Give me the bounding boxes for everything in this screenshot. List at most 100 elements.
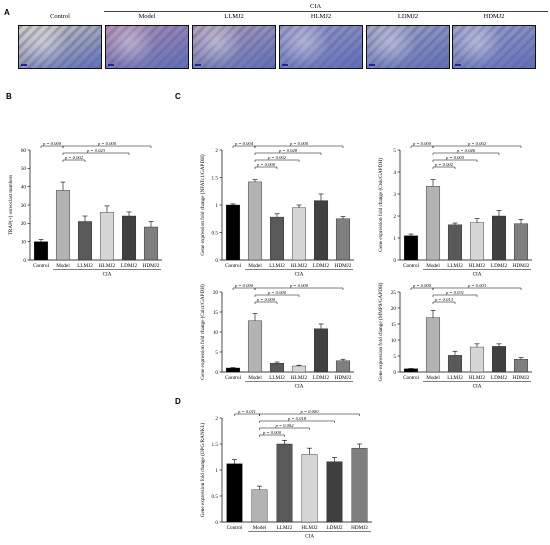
category-label-control: Control (403, 375, 419, 381)
p-value-label: p = 0.028 (278, 148, 298, 153)
x-axis-label: CIA (473, 272, 482, 278)
category-label-control: Control (403, 263, 419, 269)
y-tick-label: 0 (23, 258, 26, 264)
p-value-label: p = 0.000 (42, 141, 62, 146)
significance-bracket: p = 0.002 (432, 162, 456, 169)
bar-llmj2 (447, 224, 463, 261)
category-label-hlmj2: HLMJ2 (469, 375, 486, 381)
significance-bracket: p = 0.023 (62, 148, 130, 155)
category-label-hdmj2: HDMJ2 (335, 263, 352, 269)
panel-label-b: B (6, 92, 12, 101)
bar-model (55, 190, 71, 261)
category-label-control: Control (227, 525, 243, 531)
category-label-hdmj2: HDMJ2 (335, 375, 352, 381)
category-label-llmj2: LLMJ2 (77, 263, 93, 269)
scale-bar (21, 64, 27, 66)
chart-c-mmp9: 0 5 10 15 20 25 Gene expression fold change (M… (377, 282, 532, 390)
y-tick-label: 2 (215, 148, 218, 154)
micrograph-control (18, 25, 102, 69)
bar-model (247, 181, 263, 261)
bar-ldmj2 (121, 215, 137, 261)
scale-bar (455, 64, 461, 66)
p-value-label: p = 0.000 (256, 297, 276, 302)
y-tick-label: 60 (21, 148, 27, 154)
micrograph-label-ldmj2: LDMJ2 (397, 13, 419, 20)
bar-hdmj2 (335, 218, 351, 261)
micrograph-label-llmj2: LLMJ2 (224, 13, 244, 20)
category-label-control: Control (33, 263, 49, 269)
category-label-model: Model (56, 263, 70, 269)
y-tick-label: 10 (391, 338, 397, 344)
y-axis-label: Gene expression fold change (Ctsk/GAPDH) (377, 158, 384, 252)
y-tick-label: 15 (213, 310, 219, 316)
category-label-ldmj2: LDMJ2 (491, 263, 508, 269)
scale-bar (369, 64, 375, 66)
y-tick-label: 1 (215, 203, 218, 209)
y-tick-label: 10 (213, 330, 219, 336)
y-tick-label: 2 (215, 416, 218, 422)
y-tick-label: 4 (393, 170, 396, 176)
y-tick-label: 1 (215, 468, 218, 474)
significance-bracket: p = 0.028 (254, 148, 322, 155)
bar-control (225, 367, 241, 373)
significance-bracket: p = 0.000 (254, 141, 344, 148)
significance-bracket: p = 0.000 (232, 283, 256, 290)
p-value-label: p = 0.013 (434, 297, 454, 302)
y-axis-label: TRAP(+) osteoclast numbers (7, 175, 14, 236)
bar-hdmj2 (351, 447, 368, 523)
micrograph-hdmj2 (452, 25, 536, 69)
bar-ldmj2 (326, 461, 343, 523)
y-tick-label: 1.5 (212, 175, 219, 181)
significance-bracket: p = 0.003 (432, 283, 522, 290)
p-value-label: p = 0.000 (412, 283, 432, 288)
bar-hlmj2 (99, 212, 115, 261)
significance-bracket: p = 0.000 (40, 141, 64, 148)
x-axis-label: CIA (305, 534, 314, 540)
panel-label-a: A (4, 8, 10, 17)
significance-bracket: p = 0.000 (259, 409, 360, 416)
category-label-hdmj2: HDMJ2 (513, 375, 530, 381)
category-label-hdmj2: HDMJ2 (513, 263, 530, 269)
bar-hdmj2 (335, 360, 351, 373)
y-tick-label: 50 (21, 166, 27, 172)
category-label-hdmj2: HDMJ2 (143, 263, 160, 269)
scale-bar (108, 64, 114, 66)
bar-hlmj2 (301, 454, 318, 523)
panel-a-group-line (104, 11, 548, 12)
category-label-llmj2: LLMJ2 (277, 525, 293, 531)
p-value-label: p = 0.005 (445, 155, 465, 160)
p-value-label: p = 0.002 (467, 141, 487, 146)
significance-bracket: p = 0.004 (232, 141, 256, 148)
bar-llmj2 (269, 216, 285, 261)
bar-hdmj2 (513, 358, 529, 373)
category-label-hlmj2: HLMJ2 (291, 263, 308, 269)
y-tick-label: 5 (393, 148, 396, 154)
category-label-hdmj2: HDMJ2 (351, 525, 368, 531)
p-value-label: p = 0.000 (234, 283, 254, 288)
category-label-llmj2: LLMJ2 (269, 375, 285, 381)
category-label-llmj2: LLMJ2 (447, 375, 463, 381)
y-axis-label: Gene expression fold change (MMP9/GAPDH) (377, 282, 384, 381)
category-label-control: Control (225, 375, 241, 381)
category-label-model: Model (253, 525, 267, 531)
panel-label-c: C (175, 92, 181, 101)
bar-llmj2 (447, 355, 463, 373)
micrograph-ldmj2 (366, 25, 450, 69)
category-label-model: Model (426, 263, 440, 269)
bar-model (425, 186, 441, 261)
p-value-label: p = 0.011 (237, 409, 256, 414)
category-label-control: Control (225, 263, 241, 269)
p-value-label: p = 0.002 (267, 155, 287, 160)
bar-control (403, 368, 419, 373)
bar-hdmj2 (513, 223, 529, 261)
p-value-label: p = 0.000 (289, 141, 309, 146)
p-value-label: p = 0.003 (467, 283, 487, 288)
significance-bracket: p = 0.002 (259, 423, 310, 430)
y-tick-label: 0.5 (212, 230, 219, 236)
significance-bracket: p = 0.031 (432, 290, 478, 297)
y-tick-label: 1.5 (212, 442, 219, 448)
p-value-label: p = 0.002 (274, 423, 294, 428)
p-value-label: p = 0.004 (234, 141, 254, 146)
significance-bracket: p = 0.002 (432, 141, 522, 148)
significance-bracket: p = 0.018 (259, 416, 335, 423)
